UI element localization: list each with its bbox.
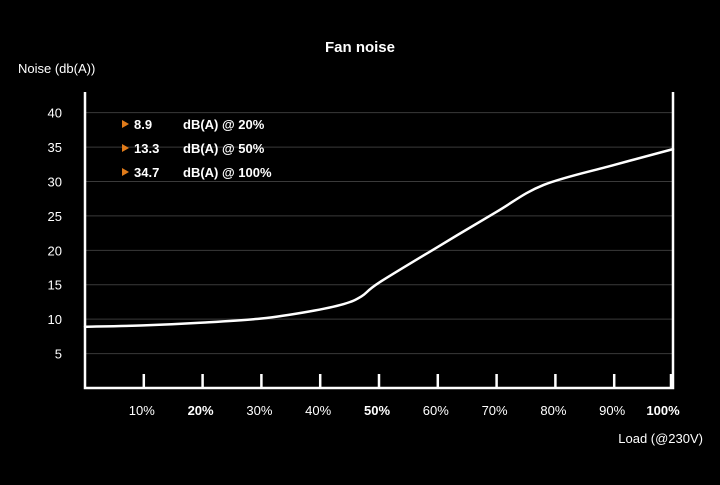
- y-tick-label: 10: [48, 312, 62, 327]
- annotation-value: 34.7: [134, 165, 159, 180]
- y-tick-label: 30: [48, 174, 62, 189]
- annotation-marker: [122, 120, 129, 128]
- x-tick-label: 90%: [599, 403, 625, 418]
- annotation-unit: dB(A) @ 50%: [183, 141, 265, 156]
- x-tick-label: 30%: [246, 403, 272, 418]
- annotation-unit: dB(A) @ 100%: [183, 165, 272, 180]
- chart-marks: 40 35 30 25 20 15 10 5 10% 20% 30% 40% 50% 60% 70% 80% 9…: [48, 92, 680, 418]
- x-tick-label: 40%: [305, 403, 331, 418]
- y-tick-label: 35: [48, 140, 62, 155]
- x-tick-label: 70%: [482, 403, 508, 418]
- grid-lines: [85, 112, 673, 355]
- y-tick-label: 40: [48, 106, 62, 121]
- y-tick-label: 20: [48, 243, 62, 258]
- series-line: [83, 147, 675, 328]
- annotation-marker: [122, 144, 129, 152]
- annotation-marker: [122, 168, 129, 176]
- y-axis-label: Noise (db(A)): [18, 61, 95, 76]
- plot-frame: [83, 92, 675, 390]
- annotation-value: 8.9: [134, 117, 152, 132]
- annotation-value: 13.3: [134, 141, 159, 156]
- annotation-unit: dB(A) @ 20%: [183, 117, 265, 132]
- y-tick-label: 5: [55, 347, 62, 362]
- x-tick-label: 80%: [540, 403, 566, 418]
- x-tick-label: 50%: [364, 403, 390, 418]
- chart-title: Fan noise: [325, 39, 395, 56]
- x-axis-label: Load (@230V): [618, 431, 703, 446]
- x-tick-label: 60%: [423, 403, 449, 418]
- annotations: 8.9 dB(A) @ 20% 13.3 dB(A) @ 50% 34.7 dB(A) @…: [122, 117, 272, 180]
- x-tick-label: 20%: [188, 403, 214, 418]
- y-tick-label: 25: [48, 209, 62, 224]
- x-tick-label: 10%: [129, 403, 155, 418]
- x-tick-label: 100%: [646, 403, 680, 418]
- y-tick-label: 15: [48, 278, 62, 293]
